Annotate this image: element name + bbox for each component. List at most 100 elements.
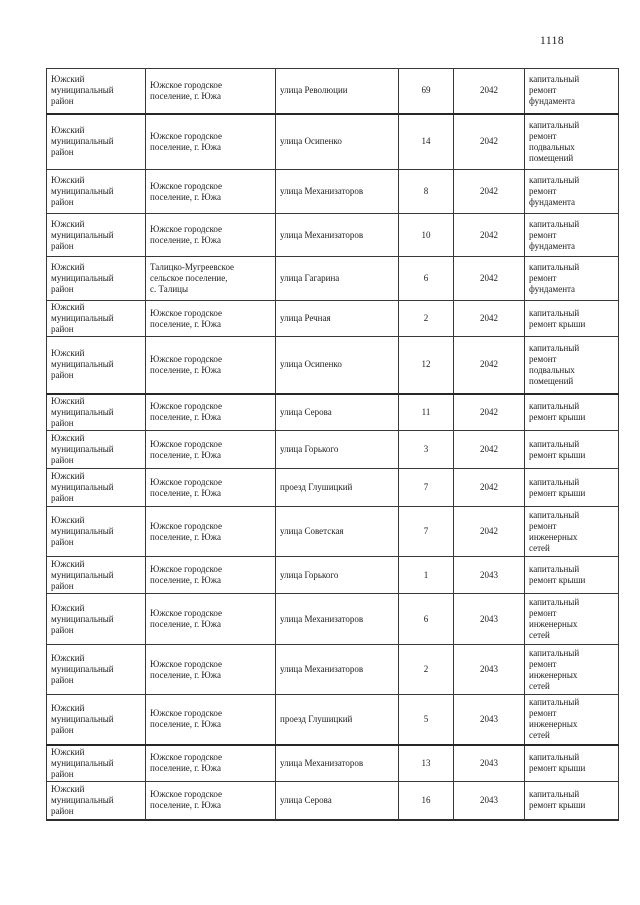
cell-work-type: капитальный ремонт подвальных помещений bbox=[524, 336, 619, 394]
cell-district: Южский муниципальный район bbox=[46, 169, 146, 214]
cell-district: Южский муниципальный район bbox=[46, 694, 146, 745]
table-row: Южский муниципальный район Южское городс… bbox=[46, 644, 619, 695]
cell-house-number: 7 bbox=[398, 506, 454, 557]
cell-year: 2042 bbox=[453, 392, 525, 431]
cell-district: Южский муниципальный район bbox=[46, 556, 146, 594]
cell-house-number: 69 bbox=[398, 68, 454, 114]
cell-house-number: 11 bbox=[398, 392, 454, 431]
cell-street: улица Гагарина bbox=[275, 256, 399, 301]
cell-street: улица Советская bbox=[275, 506, 399, 557]
cell-settlement: Южское городское поселение, г. Южа bbox=[145, 112, 276, 170]
cell-house-number: 12 bbox=[398, 336, 454, 394]
cell-work-type: капитальный ремонт фундамента bbox=[524, 256, 619, 301]
cell-settlement: Южское городское поселение, г. Южа bbox=[145, 781, 276, 820]
cell-year: 2043 bbox=[453, 743, 525, 782]
cell-settlement: Южское городское поселение, г. Южа bbox=[145, 743, 276, 782]
cell-work-type: капитальный ремонт крыши bbox=[524, 300, 619, 337]
cell-year: 2042 bbox=[453, 213, 525, 257]
cell-work-type: капитальный ремонт инженерных сетей bbox=[524, 694, 619, 745]
cell-work-type: капитальный ремонт фундамента bbox=[524, 169, 619, 214]
table-row: Южский муниципальный район Южское городс… bbox=[46, 593, 619, 645]
cell-street: улица Механизаторов bbox=[275, 213, 399, 257]
cell-year: 2042 bbox=[453, 112, 525, 170]
cell-work-type: капитальный ремонт инженерных сетей bbox=[524, 593, 619, 645]
cell-settlement: Южское городское поселение, г. Южа bbox=[145, 430, 276, 469]
table-row: Южский муниципальный район Южское городс… bbox=[46, 430, 619, 469]
cell-year: 2042 bbox=[453, 468, 525, 507]
cell-settlement: Южское городское поселение, г. Южа bbox=[145, 593, 276, 645]
table-row: Южский муниципальный район Южское городс… bbox=[46, 556, 619, 594]
table-row: Южский муниципальный район Южское городс… bbox=[46, 213, 619, 257]
cell-house-number: 2 bbox=[398, 300, 454, 337]
cell-settlement: Южское городское поселение, г. Южа bbox=[145, 506, 276, 557]
cell-street: улица Серова bbox=[275, 392, 399, 431]
table-row: Южский муниципальный район Южское городс… bbox=[46, 112, 619, 170]
cell-district: Южский муниципальный район bbox=[46, 336, 146, 394]
cell-house-number: 1 bbox=[398, 556, 454, 594]
cell-year: 2042 bbox=[453, 430, 525, 469]
cell-year: 2042 bbox=[453, 256, 525, 301]
table-row: Южский муниципальный район Южское городс… bbox=[46, 506, 619, 557]
cell-work-type: капитальный ремонт крыши bbox=[524, 781, 619, 820]
cell-work-type: капитальный ремонт крыши bbox=[524, 392, 619, 431]
cell-street: улица Осипенко bbox=[275, 112, 399, 170]
cell-street: улица Механизаторов bbox=[275, 593, 399, 645]
cell-street: улица Революции bbox=[275, 68, 399, 114]
cell-year: 2043 bbox=[453, 781, 525, 820]
cell-settlement: Южское городское поселение, г. Южа bbox=[145, 169, 276, 214]
table-row: Южский муниципальный район Южское городс… bbox=[46, 392, 619, 431]
cell-year: 2043 bbox=[453, 644, 525, 695]
cell-year: 2042 bbox=[453, 336, 525, 394]
cell-house-number: 5 bbox=[398, 694, 454, 745]
cell-district: Южский муниципальный район bbox=[46, 781, 146, 820]
cell-work-type: капитальный ремонт инженерных сетей bbox=[524, 644, 619, 695]
cell-settlement: Южское городское поселение, г. Южа bbox=[145, 644, 276, 695]
cell-settlement: Южское городское поселение, г. Южа bbox=[145, 300, 276, 337]
cell-house-number: 8 bbox=[398, 169, 454, 214]
cell-year: 2042 bbox=[453, 300, 525, 337]
cell-settlement: Талицко-Мугреевское сельское поселение, … bbox=[145, 256, 276, 301]
cell-house-number: 2 bbox=[398, 644, 454, 695]
cell-street: улица Горького bbox=[275, 556, 399, 594]
cell-district: Южский муниципальный район bbox=[46, 593, 146, 645]
table-row: Южский муниципальный район Южское городс… bbox=[46, 743, 619, 782]
cell-district: Южский муниципальный район bbox=[46, 256, 146, 301]
cell-year: 2042 bbox=[453, 506, 525, 557]
table-row: Южский муниципальный район Южское городс… bbox=[46, 300, 619, 337]
table-row: Южский муниципальный район Южское городс… bbox=[46, 68, 619, 114]
cell-district: Южский муниципальный район bbox=[46, 644, 146, 695]
table-row: Южский муниципальный район Южское городс… bbox=[46, 781, 619, 820]
cell-settlement: Южское городское поселение, г. Южа bbox=[145, 213, 276, 257]
table-row: Южский муниципальный район Южское городс… bbox=[46, 694, 619, 745]
cell-work-type: капитальный ремонт крыши bbox=[524, 430, 619, 469]
page-number: 1118 bbox=[540, 35, 565, 47]
cell-work-type: капитальный ремонт фундамента bbox=[524, 68, 619, 114]
cell-house-number: 14 bbox=[398, 112, 454, 170]
cell-settlement: Южское городское поселение, г. Южа bbox=[145, 694, 276, 745]
cell-work-type: капитальный ремонт фундамента bbox=[524, 213, 619, 257]
cell-house-number: 3 bbox=[398, 430, 454, 469]
cell-house-number: 6 bbox=[398, 256, 454, 301]
table-row: Южский муниципальный район Южское городс… bbox=[46, 336, 619, 394]
cell-settlement: Южское городское поселение, г. Южа bbox=[145, 468, 276, 507]
cell-street: улица Серова bbox=[275, 781, 399, 820]
cell-district: Южский муниципальный район bbox=[46, 743, 146, 782]
cell-street: улица Механизаторов bbox=[275, 743, 399, 782]
cell-work-type: капитальный ремонт крыши bbox=[524, 468, 619, 507]
cell-street: улица Механизаторов bbox=[275, 644, 399, 695]
cell-settlement: Южское городское поселение, г. Южа bbox=[145, 556, 276, 594]
cell-house-number: 6 bbox=[398, 593, 454, 645]
table-row: Южский муниципальный район Южское городс… bbox=[46, 468, 619, 507]
cell-house-number: 13 bbox=[398, 743, 454, 782]
cell-year: 2042 bbox=[453, 68, 525, 114]
cell-settlement: Южское городское поселение, г. Южа bbox=[145, 336, 276, 394]
cell-house-number: 10 bbox=[398, 213, 454, 257]
cell-district: Южский муниципальный район bbox=[46, 468, 146, 507]
cell-district: Южский муниципальный район bbox=[46, 506, 146, 557]
cell-work-type: капитальный ремонт крыши bbox=[524, 556, 619, 594]
cell-year: 2043 bbox=[453, 593, 525, 645]
repair-program-table: Южский муниципальный район Южское городс… bbox=[46, 68, 619, 821]
cell-street: улица Горького bbox=[275, 430, 399, 469]
cell-street: улица Осипенко bbox=[275, 336, 399, 394]
cell-street: улица Речная bbox=[275, 300, 399, 337]
